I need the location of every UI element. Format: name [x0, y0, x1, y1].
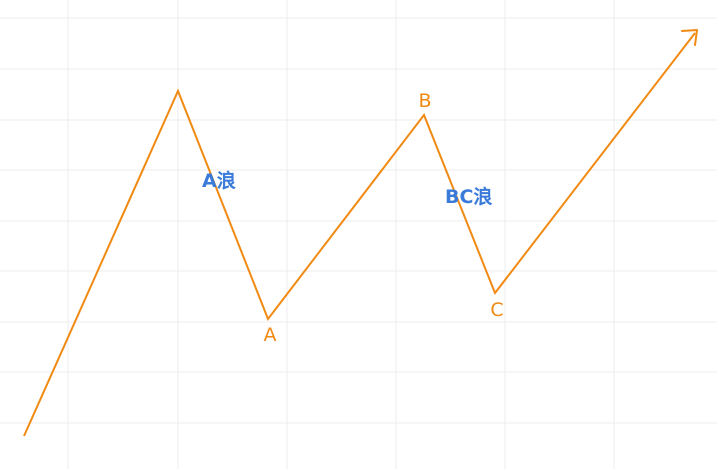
point-label-c: C	[490, 299, 503, 321]
wave-path	[23, 32, 696, 437]
wave-label-a: A浪	[202, 169, 236, 192]
point-label-b: B	[418, 90, 431, 112]
point-label-a: A	[264, 324, 277, 346]
wave-label-bc: BC浪	[445, 185, 492, 208]
arrow-head-icon	[681, 29, 698, 46]
